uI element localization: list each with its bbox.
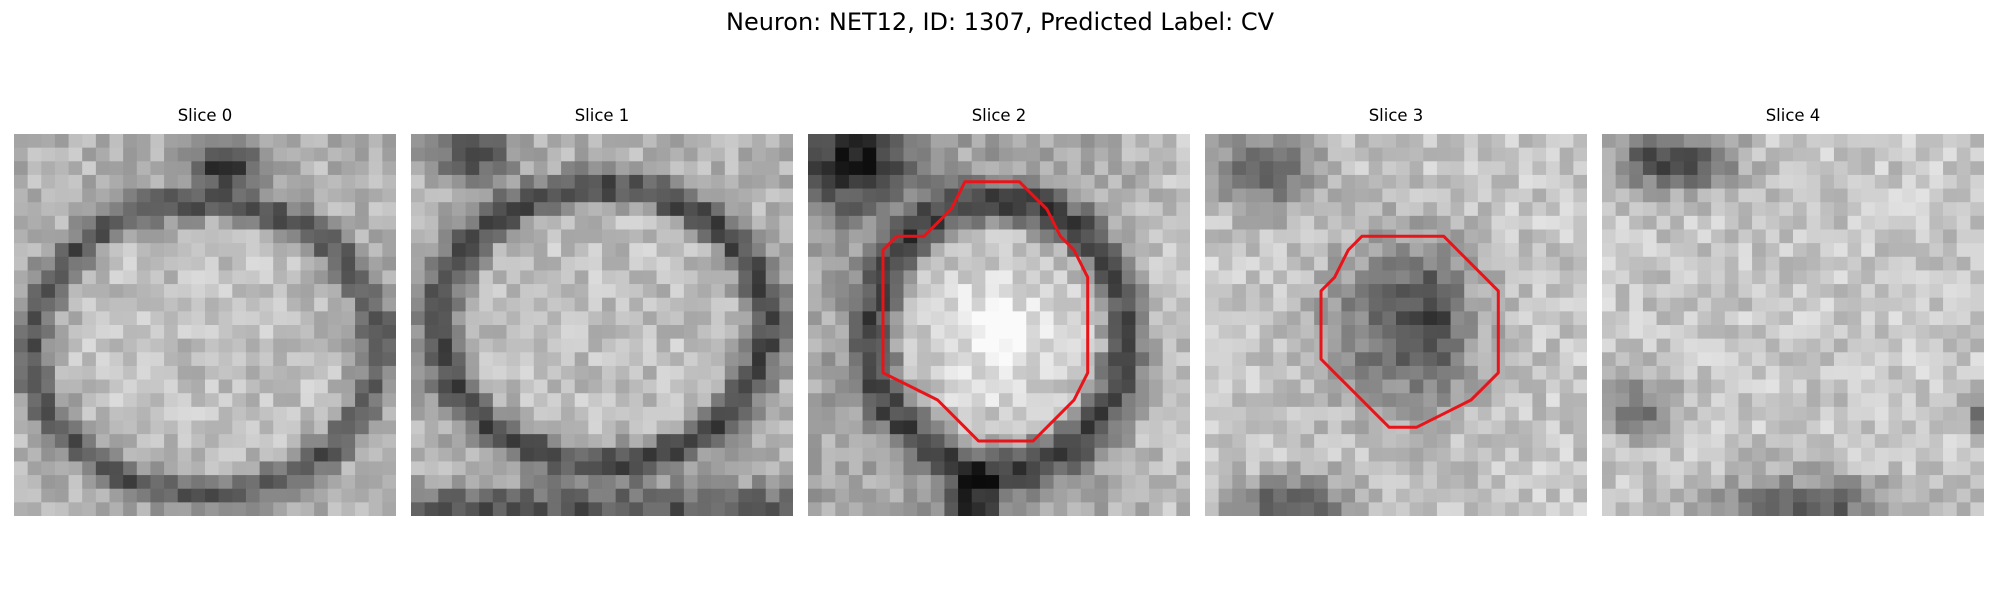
segmentation-contour bbox=[881, 180, 1090, 443]
slice-title: Slice 1 bbox=[574, 106, 630, 125]
figure-title: Neuron: NET12, ID: 1307, Predicted Label… bbox=[726, 8, 1274, 36]
slice-image bbox=[411, 134, 793, 516]
segmentation-contour bbox=[1319, 234, 1500, 429]
slice-image bbox=[14, 134, 396, 516]
slice-image bbox=[808, 134, 1190, 516]
slice-panel-1: Slice 1 bbox=[411, 106, 793, 520]
slice-title: Slice 0 bbox=[177, 106, 233, 125]
slice-panel-4: Slice 4 bbox=[1602, 106, 1984, 520]
slice-image bbox=[1205, 134, 1587, 516]
slice-image bbox=[1602, 134, 1984, 516]
slice-title: Slice 2 bbox=[971, 106, 1027, 125]
slice-panel-0: Slice 0 bbox=[14, 106, 396, 520]
slice-panel-2: Slice 2 bbox=[808, 106, 1190, 520]
slice-title: Slice 3 bbox=[1368, 106, 1424, 125]
slice-panel-3: Slice 3 bbox=[1205, 106, 1587, 520]
slice-title: Slice 4 bbox=[1765, 106, 1821, 125]
